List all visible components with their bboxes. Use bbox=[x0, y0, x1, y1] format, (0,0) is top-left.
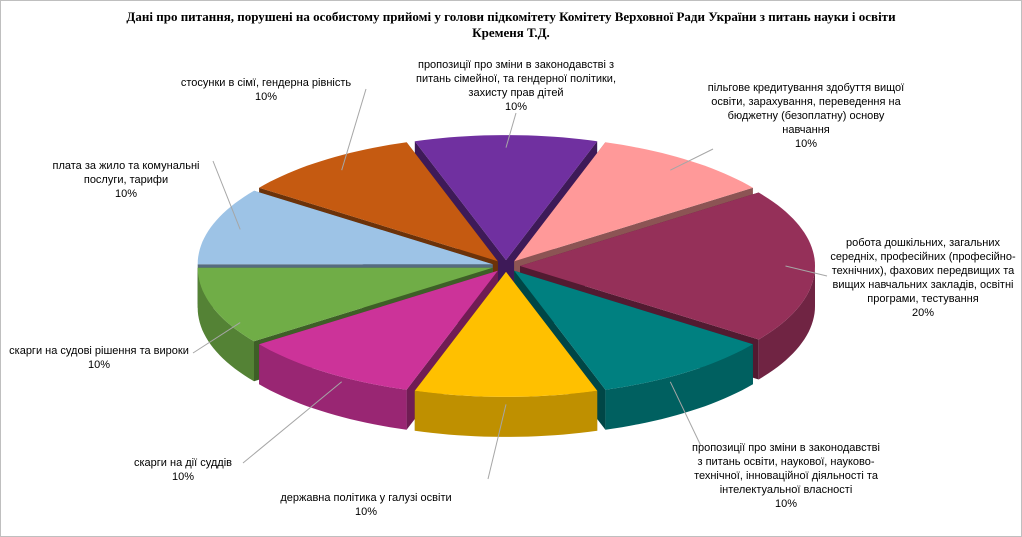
category-label: скарги на дії суддів bbox=[134, 457, 232, 469]
category-label: пропозиції про зміни в законодавстві з п… bbox=[415, 59, 617, 99]
leader-line bbox=[505, 112, 517, 148]
category-label: пропозиції про зміни в законодавстві з п… bbox=[692, 442, 880, 496]
category-label: плата за жило та комунальні послуги, тар… bbox=[52, 160, 200, 186]
value-label: 10% bbox=[794, 138, 818, 150]
leader-line bbox=[487, 404, 507, 480]
data-label: пропозиції про зміни в законодавстві з п… bbox=[691, 441, 881, 511]
slice bbox=[414, 271, 598, 437]
data-label: стосунки в сімї, гендерна рівність 10% bbox=[151, 76, 381, 104]
slice bbox=[259, 270, 498, 390]
slice bbox=[197, 267, 493, 342]
value-label: 10% bbox=[171, 471, 195, 483]
data-label: скарги на судові рішення та вироки 10% bbox=[4, 344, 194, 372]
slice-wall bbox=[414, 390, 598, 437]
data-label: плата за жило та комунальні послуги, тар… bbox=[31, 159, 221, 201]
value-label: 10% bbox=[254, 91, 278, 103]
data-label: скарги на дії суддів 10% bbox=[108, 456, 258, 484]
data-label: пропозиції про зміни в законодавстві з п… bbox=[411, 58, 621, 114]
value-label: 10% bbox=[504, 101, 528, 113]
leader-line bbox=[785, 265, 828, 277]
value-label: 10% bbox=[354, 506, 378, 518]
chart-title: Дані про питання, порушені на особистому… bbox=[126, 9, 896, 40]
slice bbox=[414, 135, 598, 261]
value-label: 10% bbox=[87, 359, 111, 371]
value-label: 10% bbox=[114, 188, 138, 200]
slice bbox=[414, 271, 598, 397]
category-label: робота дошкільних, загальних середніх, п… bbox=[830, 237, 1016, 305]
value-label: 20% bbox=[911, 307, 935, 319]
data-label: робота дошкільних, загальних середніх, п… bbox=[826, 236, 1021, 320]
slice bbox=[514, 142, 753, 262]
slice bbox=[259, 142, 498, 262]
slice-wall bbox=[605, 344, 753, 430]
slice-wall bbox=[197, 267, 254, 382]
slice bbox=[520, 192, 815, 340]
leader-line bbox=[669, 381, 702, 447]
category-label: пільгове кредитування здобуття вищої осв… bbox=[707, 82, 905, 136]
leader-line bbox=[212, 160, 241, 230]
value-label: 10% bbox=[774, 498, 798, 510]
category-label: державна політика у галузі освіти bbox=[280, 492, 452, 504]
slice-wall bbox=[259, 344, 407, 430]
slice-wall bbox=[758, 266, 815, 380]
leader-line bbox=[341, 88, 367, 171]
leader-line bbox=[242, 381, 343, 464]
category-label: скарги на судові рішення та вироки bbox=[9, 345, 189, 357]
data-label: державна політика у галузі освіти 10% bbox=[266, 491, 466, 519]
leader-line bbox=[670, 148, 714, 171]
slice bbox=[514, 270, 753, 390]
slice bbox=[197, 190, 493, 265]
leader-line bbox=[192, 322, 241, 354]
data-label: пільгове кредитування здобуття вищої осв… bbox=[706, 81, 906, 151]
category-label: стосунки в сімї, гендерна рівність bbox=[180, 77, 352, 89]
